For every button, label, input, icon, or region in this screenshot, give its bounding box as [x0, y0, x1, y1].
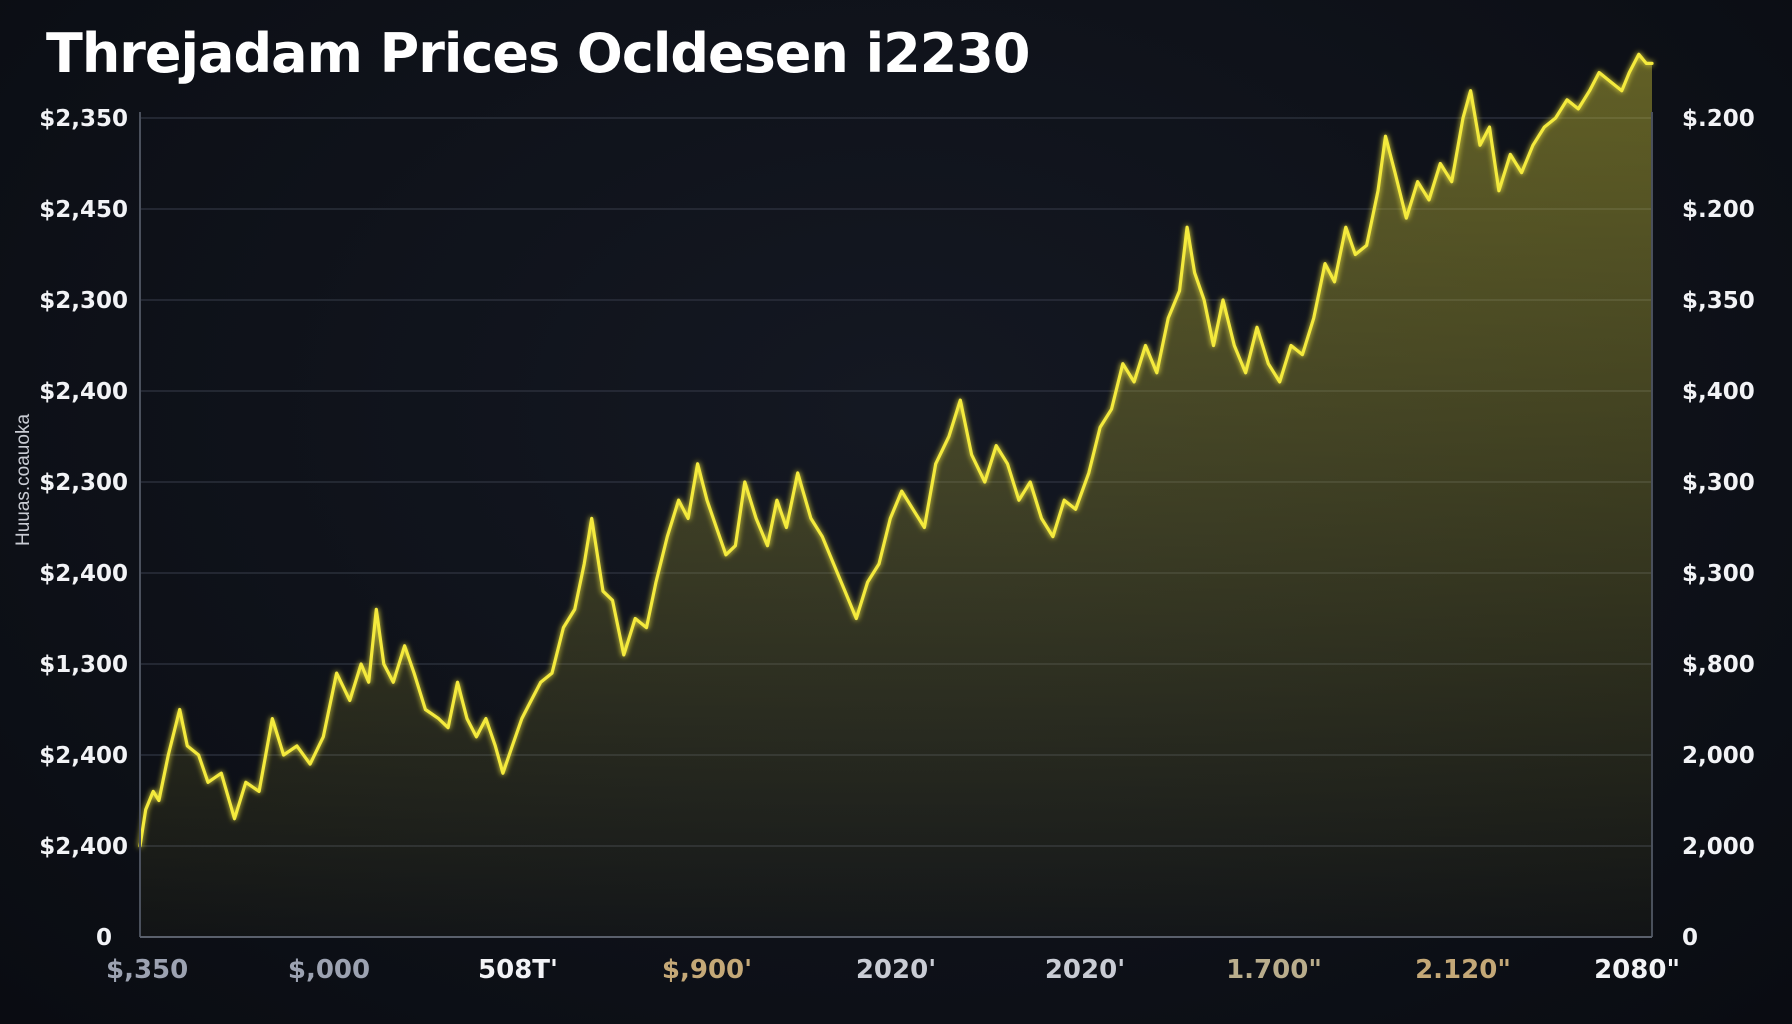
x-tick: $,900' — [662, 955, 752, 985]
y-tick-right: $.200 — [1682, 106, 1755, 132]
y-tick-right: $,350 — [1682, 288, 1755, 314]
y-tick-left: 0 — [96, 925, 112, 951]
x-tick: 2020' — [1045, 955, 1125, 985]
y-tick-left: $2,400 — [39, 834, 128, 860]
y-tick-right: 2,000 — [1682, 834, 1755, 860]
y-tick-right: $,300 — [1682, 561, 1755, 587]
axis-layer — [139, 112, 1653, 938]
y-tick-left: $2,400 — [39, 743, 128, 769]
y-tick-left: $2,300 — [39, 470, 128, 496]
x-tick: $,000 — [288, 955, 370, 985]
x-tick: 2020' — [856, 955, 936, 985]
y-tick-right: 0 — [1682, 925, 1698, 951]
chart-title: Threjadam Prices Ocldesen i2230 — [46, 22, 1030, 85]
x-tick: 2080" — [1594, 955, 1680, 985]
y-tick-left: $2,400 — [39, 379, 128, 405]
y-tick-right: $,300 — [1682, 470, 1755, 496]
y-tick-left: $2,350 — [39, 106, 128, 132]
y-tick-left: $2,300 — [39, 288, 128, 314]
y-tick-right: $,800 — [1682, 652, 1755, 678]
x-tick: 2.120" — [1415, 955, 1511, 985]
price-line — [138, 52, 1654, 848]
y-tick-right: 2,000 — [1682, 743, 1755, 769]
y-tick-right: $.200 — [1682, 197, 1755, 223]
y-tick-left: $2,400 — [39, 561, 128, 587]
y-tick-right: $,400 — [1682, 379, 1755, 405]
x-tick: 508T' — [478, 955, 558, 985]
tick-layer: 0 $2,400 $2,400 $1,300 $2,400 $2,300 $2,400 $2,… — [39, 106, 1755, 985]
price-area-fill — [140, 54, 1652, 938]
y-tick-left: $2,450 — [39, 197, 128, 223]
x-tick: $,350 — [106, 955, 188, 985]
x-tick: 1.700" — [1226, 955, 1322, 985]
y-tick-left: $1,300 — [39, 652, 128, 678]
